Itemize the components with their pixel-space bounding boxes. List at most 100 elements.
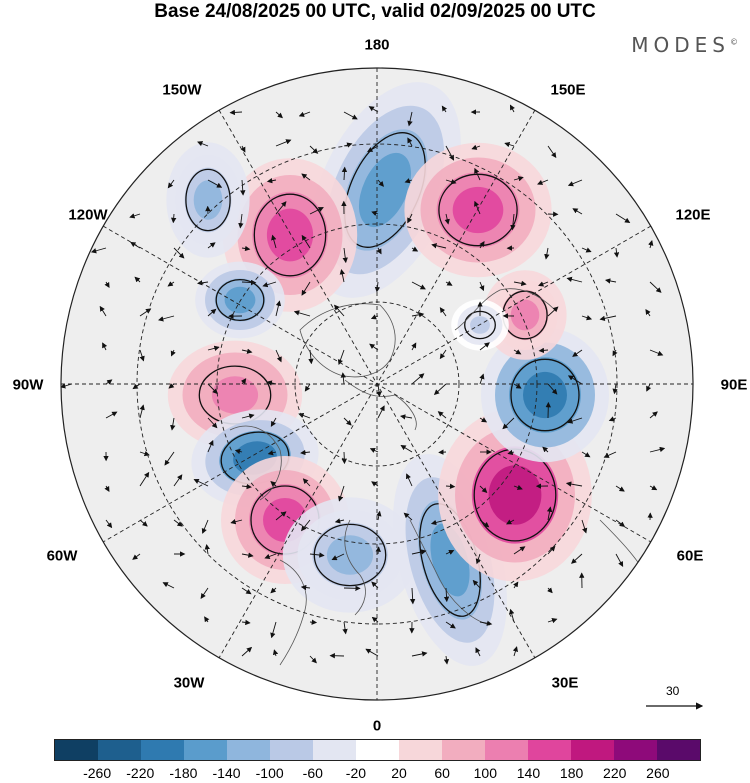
wind-vector — [275, 511, 287, 521]
wind-vector — [474, 200, 481, 215]
copyright-mark: © — [730, 37, 738, 47]
wind-vector — [409, 587, 416, 605]
wind-vector — [567, 417, 583, 424]
wind-vector — [158, 315, 175, 322]
colorbar-tick-label: 20 — [391, 765, 407, 781]
wind-vector — [430, 519, 447, 526]
wind-vector — [338, 485, 345, 502]
wind-vector — [571, 553, 583, 564]
wind-vector — [506, 519, 515, 525]
wind-vector — [376, 247, 382, 255]
wind-vector — [241, 245, 251, 252]
wind-vector — [229, 109, 243, 116]
colorbar-tick-label: -100 — [255, 765, 284, 781]
wind-vector — [342, 247, 348, 264]
wind-vector — [649, 411, 658, 419]
wind-vector — [230, 519, 243, 525]
anomaly-contour — [193, 180, 223, 220]
wind-vector — [241, 483, 252, 490]
wind-vector — [441, 105, 448, 113]
wind-vector — [406, 473, 413, 487]
wind-vector — [170, 213, 177, 224]
anomaly-contour — [358, 152, 412, 228]
wind-vector — [411, 549, 427, 555]
colorbar-swatch — [141, 740, 184, 760]
anomaly-contour — [266, 208, 314, 262]
wind-vector — [649, 485, 658, 491]
wind-vector — [204, 616, 210, 623]
wind-vector — [613, 247, 620, 258]
wind-vector — [238, 213, 244, 229]
wind-vector — [400, 414, 413, 420]
lon-label-120e: 120E — [675, 206, 711, 224]
wind-vector — [513, 349, 522, 355]
colorbar-tick-label: -20 — [345, 765, 367, 781]
lon-label-150w: 150W — [162, 81, 202, 99]
wind-vector — [129, 213, 141, 219]
wind-vector — [340, 372, 346, 385]
wind-vector — [375, 546, 381, 555]
streamline — [313, 523, 387, 587]
colorbar-swatch — [184, 740, 227, 760]
colorbar-tick-label: 140 — [516, 765, 541, 781]
wind-vector — [270, 587, 277, 594]
wind-vector — [411, 281, 426, 290]
wind-vector — [139, 471, 150, 487]
wind-vector — [139, 404, 145, 419]
wind-vector — [365, 648, 379, 657]
wind-vector — [411, 312, 425, 318]
wind-vector — [270, 621, 277, 639]
wind-vector — [207, 383, 218, 395]
wind-vector — [479, 620, 493, 626]
wind-vector — [343, 142, 353, 148]
wind-vector — [275, 349, 282, 363]
wind-vector — [207, 179, 223, 188]
wind-vector — [615, 485, 625, 492]
wind-vector — [567, 375, 583, 385]
anomaly-contour — [326, 535, 374, 575]
wind-vector — [445, 145, 455, 161]
lon-label-30e: 30E — [551, 674, 579, 692]
vector-scale-label: 30 — [666, 684, 680, 698]
wind-vector — [204, 544, 210, 555]
wind-vector — [407, 111, 413, 127]
streamline — [215, 278, 265, 322]
wind-vector — [612, 349, 618, 357]
wind-vector — [343, 417, 352, 426]
wind-vector — [538, 281, 549, 287]
wind-vector — [377, 405, 385, 419]
colorbar-swatch — [485, 740, 528, 760]
wind-vector — [445, 549, 455, 555]
wind-vector — [371, 210, 379, 216]
wind-vector — [608, 416, 617, 422]
wind-vector — [471, 144, 481, 150]
wind-vector — [512, 646, 518, 657]
colorbar-swatch — [356, 740, 399, 760]
wind-vector — [509, 104, 515, 113]
wind-vector — [479, 241, 485, 249]
wind-vector — [479, 417, 488, 423]
wind-vector — [275, 111, 283, 119]
wind-vector — [547, 383, 558, 395]
wind-vector — [439, 307, 447, 317]
wind-vector — [479, 519, 490, 528]
wind-vector — [105, 519, 113, 529]
wind-vector — [270, 417, 277, 427]
wind-vector — [343, 111, 358, 120]
wind-vector — [547, 306, 559, 317]
colorbar-swatch — [571, 740, 614, 760]
wind-vector — [475, 647, 481, 657]
wind-vector — [90, 247, 107, 254]
lon-label-30w: 30W — [173, 674, 205, 692]
wind-vector — [132, 553, 141, 560]
colorbar-swatch — [657, 740, 700, 760]
wind-vector — [546, 506, 553, 521]
wind-vector — [371, 481, 379, 487]
wind-vector — [139, 519, 148, 527]
colorbar-swatch — [98, 740, 141, 760]
wind-vector — [309, 207, 324, 215]
wind-vector — [513, 546, 526, 555]
wind-vector — [275, 139, 292, 147]
wind-vector — [444, 213, 450, 225]
wind-vector — [334, 304, 345, 317]
